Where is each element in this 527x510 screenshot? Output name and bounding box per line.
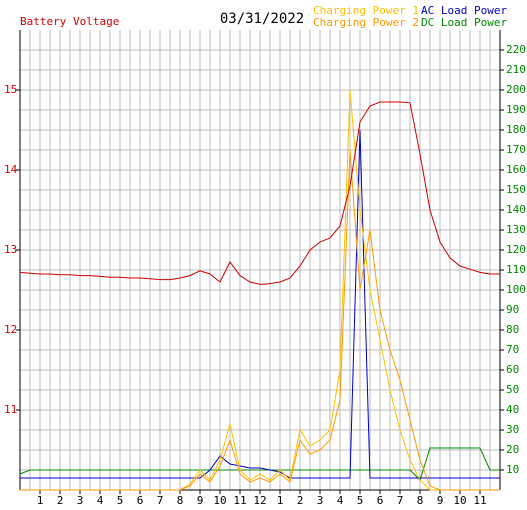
x-tick-label: 10 <box>213 494 226 507</box>
y2-tick-label: 70 <box>506 343 519 356</box>
y2-tick-label: 110 <box>506 263 526 276</box>
y2-tick-label: 170 <box>506 143 526 156</box>
y2-tick-label: 130 <box>506 223 526 236</box>
y2-tick-label: 50 <box>506 383 519 396</box>
y2-tick-label: 160 <box>506 163 526 176</box>
y2-tick-label: 80 <box>506 323 519 336</box>
x-tick-label: 1 <box>37 494 44 507</box>
x-tick-label: 5 <box>357 494 364 507</box>
y2-tick-label: 140 <box>506 203 526 216</box>
legend-label: DC Load Power <box>421 16 507 29</box>
y-tick-label: 15 <box>4 83 17 96</box>
x-tick-label: 11 <box>473 494 486 507</box>
y2-tick-label: 210 <box>506 63 526 76</box>
y2-tick-label: 40 <box>506 403 519 416</box>
x-tick-label: 5 <box>117 494 124 507</box>
y2-tick-label: 200 <box>506 83 526 96</box>
x-tick-label: 9 <box>197 494 204 507</box>
y2-tick-label: 180 <box>506 123 526 136</box>
y-tick-label: 11 <box>4 403 17 416</box>
x-tick-label: 8 <box>417 494 424 507</box>
x-tick-label: 7 <box>157 494 164 507</box>
x-tick-label: 7 <box>397 494 404 507</box>
series-line <box>19 101 500 285</box>
y-tick-label: 13 <box>4 243 17 256</box>
x-tick-label: 2 <box>57 494 64 507</box>
y2-tick-label: 150 <box>506 183 526 196</box>
y2-tick-label: 90 <box>506 303 519 316</box>
legend-label: Charging Power 1 <box>313 4 419 17</box>
x-tick-label: 6 <box>137 494 144 507</box>
legend-label: Charging Power 2 <box>313 16 419 29</box>
legend-label: AC Load Power <box>421 4 507 17</box>
x-tick-label: 3 <box>77 494 84 507</box>
y-tick-label: 14 <box>4 163 18 176</box>
x-tick-label: 2 <box>297 494 304 507</box>
chart-title: Battery Voltage <box>20 15 119 28</box>
y2-tick-label: 30 <box>506 423 519 436</box>
x-tick-label: 6 <box>377 494 384 507</box>
y2-tick-label: 190 <box>506 103 526 116</box>
x-tick-label: 9 <box>437 494 444 507</box>
y2-tick-label: 100 <box>506 283 526 296</box>
x-tick-label: 3 <box>317 494 324 507</box>
x-tick-label: 8 <box>177 494 184 507</box>
series-line <box>20 149 500 491</box>
x-tick-label: 4 <box>337 494 344 507</box>
x-tick-label: 1 <box>277 494 284 507</box>
y2-tick-label: 60 <box>506 363 519 376</box>
y2-tick-label: 220 <box>506 43 526 56</box>
x-tick-label: 4 <box>97 494 104 507</box>
y2-tick-label: 10 <box>506 463 519 476</box>
grid <box>20 30 500 490</box>
y2-tick-label: 120 <box>506 243 526 256</box>
chart-date: 03/31/2022 <box>220 11 304 27</box>
x-tick-label: 10 <box>453 494 466 507</box>
series-line <box>20 129 500 479</box>
x-tick-label: 12 <box>253 494 266 507</box>
x-tick-label: 11 <box>233 494 246 507</box>
y-tick-label: 12 <box>4 323 17 336</box>
y2-tick-label: 20 <box>506 443 519 456</box>
